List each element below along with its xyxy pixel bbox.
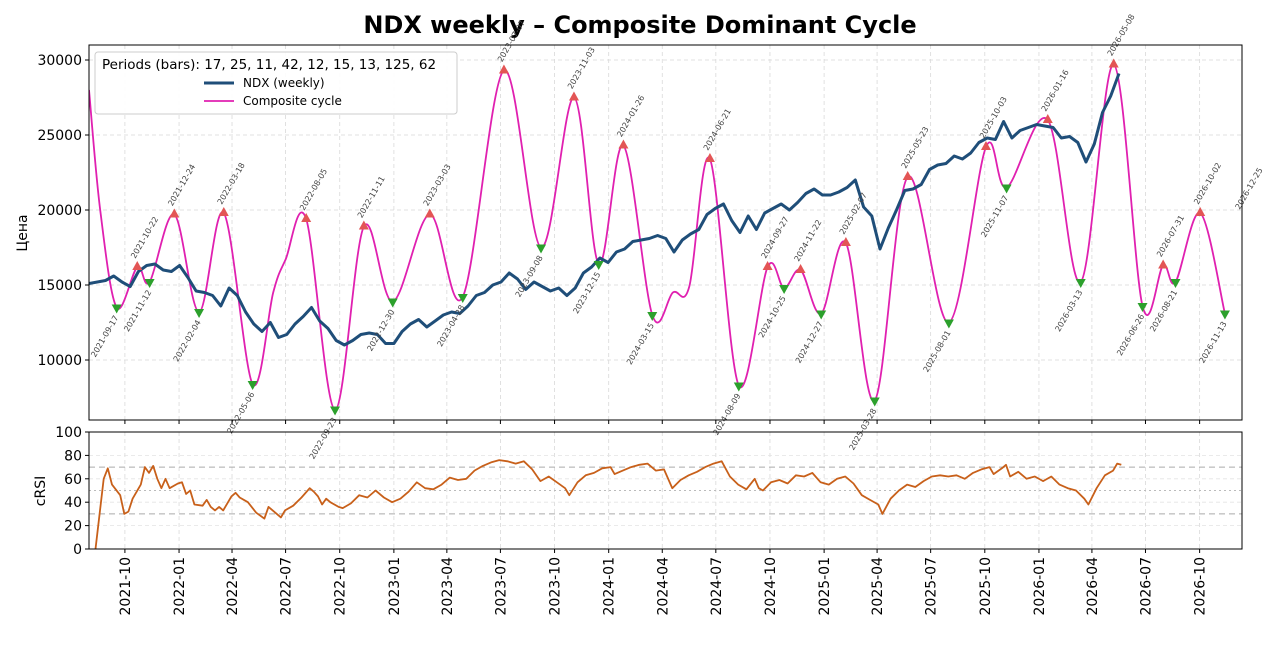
peak-marker xyxy=(1042,114,1053,123)
peak-marker xyxy=(358,220,369,230)
trough-marker xyxy=(1001,184,1012,194)
trough-marker xyxy=(779,285,790,294)
x-tick-label: 2026-04 xyxy=(1085,557,1101,616)
trough-marker xyxy=(816,310,827,320)
peak-marker xyxy=(218,207,229,216)
trough-marker xyxy=(1219,310,1230,320)
peak-marker xyxy=(1195,207,1206,216)
trough-marker xyxy=(387,298,398,308)
trough-marker xyxy=(1137,303,1148,312)
peak-marker xyxy=(424,208,435,218)
x-tick-label: 2021-10 xyxy=(118,557,134,616)
peak-marker xyxy=(618,139,629,149)
x-tick-label: 2024-10 xyxy=(763,557,779,616)
crsi-y-tick-label: 40 xyxy=(64,495,82,511)
price-y-tick-label: 20000 xyxy=(37,203,82,219)
trough-marker xyxy=(111,304,122,314)
x-tick-label: 2023-10 xyxy=(548,557,564,616)
trough-marker xyxy=(330,406,341,416)
crsi-y-tick-label: 60 xyxy=(64,472,82,488)
price-y-tick-label: 10000 xyxy=(37,353,82,369)
x-tick-label: 2025-01 xyxy=(817,557,833,616)
peak-marker xyxy=(132,261,143,270)
trough-marker xyxy=(144,279,155,288)
peak-marker xyxy=(980,141,991,150)
x-tick-label: 2023-01 xyxy=(387,557,403,616)
peak-marker xyxy=(498,64,509,74)
trough-marker xyxy=(869,397,880,407)
peak-marker xyxy=(840,237,851,246)
peak-marker xyxy=(704,153,715,162)
ndx-price-line xyxy=(89,72,1121,347)
date-x-axis: 2021-10 2022-01 2022-04 2022-07 2022-10 2023-… xyxy=(118,420,1209,616)
trough-marker xyxy=(593,261,604,270)
chart-title: NDX weekly – Composite Dominant Cycle xyxy=(363,11,916,39)
x-tick-label: 2024-01 xyxy=(602,557,618,616)
peak-marker xyxy=(169,208,180,218)
trough-marker xyxy=(1075,279,1086,288)
peak-marker xyxy=(902,171,913,180)
trough-marker xyxy=(1170,279,1181,288)
crsi-y-tick-label: 20 xyxy=(64,519,82,535)
x-tick-label: 2024-04 xyxy=(655,557,671,616)
x-tick-label: 2024-07 xyxy=(709,557,725,616)
crsi-y-tick-label: 100 xyxy=(55,425,82,441)
crsi-layer xyxy=(94,459,1122,549)
x-tick-label: 2023-07 xyxy=(493,557,509,616)
price-panel-grid xyxy=(89,45,1242,420)
x-tick-label: 2022-01 xyxy=(172,557,188,616)
price-y-tick-label: 30000 xyxy=(37,53,82,69)
crsi-panel-grid xyxy=(89,431,1242,550)
crsi-y-axis-label: cRSI xyxy=(33,476,49,506)
x-tick-label: 2023-04 xyxy=(440,557,456,616)
legend-box xyxy=(94,51,458,115)
trough-marker xyxy=(536,244,547,254)
x-tick-label: 2022-10 xyxy=(333,557,349,616)
price-y-tick-label: 25000 xyxy=(37,128,82,144)
trough-marker xyxy=(647,312,658,321)
x-tick-label: 2026-07 xyxy=(1138,557,1154,616)
price-y-axis-label: Цена xyxy=(15,214,31,251)
legend-label-ndx: NDX (weekly) xyxy=(243,76,325,90)
peak-marker xyxy=(568,91,579,101)
legend-label-cycle: Composite cycle xyxy=(243,94,342,108)
legend: Periods (bars): 17, 25, 11, 42, 12, 15, … xyxy=(94,51,458,115)
x-tick-label: 2022-07 xyxy=(279,557,295,616)
crsi-panel-frame xyxy=(88,431,1243,550)
price-panel-frame xyxy=(88,44,1243,421)
x-tick-label: 2022-04 xyxy=(225,557,241,616)
price-y-axis: 10000 15000 20000 25000 30000 xyxy=(37,53,89,369)
ndx-price-layer xyxy=(89,72,1121,347)
trough-marker xyxy=(457,294,468,303)
legend-title: Periods (bars): 17, 25, 11, 42, 12, 15, … xyxy=(102,57,436,73)
crsi-y-tick-label: 0 xyxy=(73,542,82,558)
peak-marker xyxy=(301,213,312,222)
x-tick-label: 2025-10 xyxy=(978,557,994,616)
x-tick-label: 2025-07 xyxy=(924,557,940,616)
crsi-y-tick-label: 80 xyxy=(64,448,82,464)
trough-marker xyxy=(194,309,205,318)
x-tick-label: 2026-10 xyxy=(1193,557,1209,616)
peak-marker xyxy=(1108,58,1119,68)
trough-marker xyxy=(943,319,954,329)
peak-marker xyxy=(1158,259,1169,269)
price-y-tick-label: 15000 xyxy=(37,278,82,294)
crsi-line xyxy=(94,459,1122,549)
trough-marker xyxy=(733,382,744,392)
peak-marker xyxy=(762,261,773,270)
trough-marker xyxy=(247,381,258,390)
peak-marker xyxy=(795,264,806,273)
x-tick-label: 2025-04 xyxy=(870,557,886,616)
crsi-y-axis: 0 20 40 60 80 100 xyxy=(55,425,89,558)
x-tick-label: 2026-01 xyxy=(1032,557,1048,616)
